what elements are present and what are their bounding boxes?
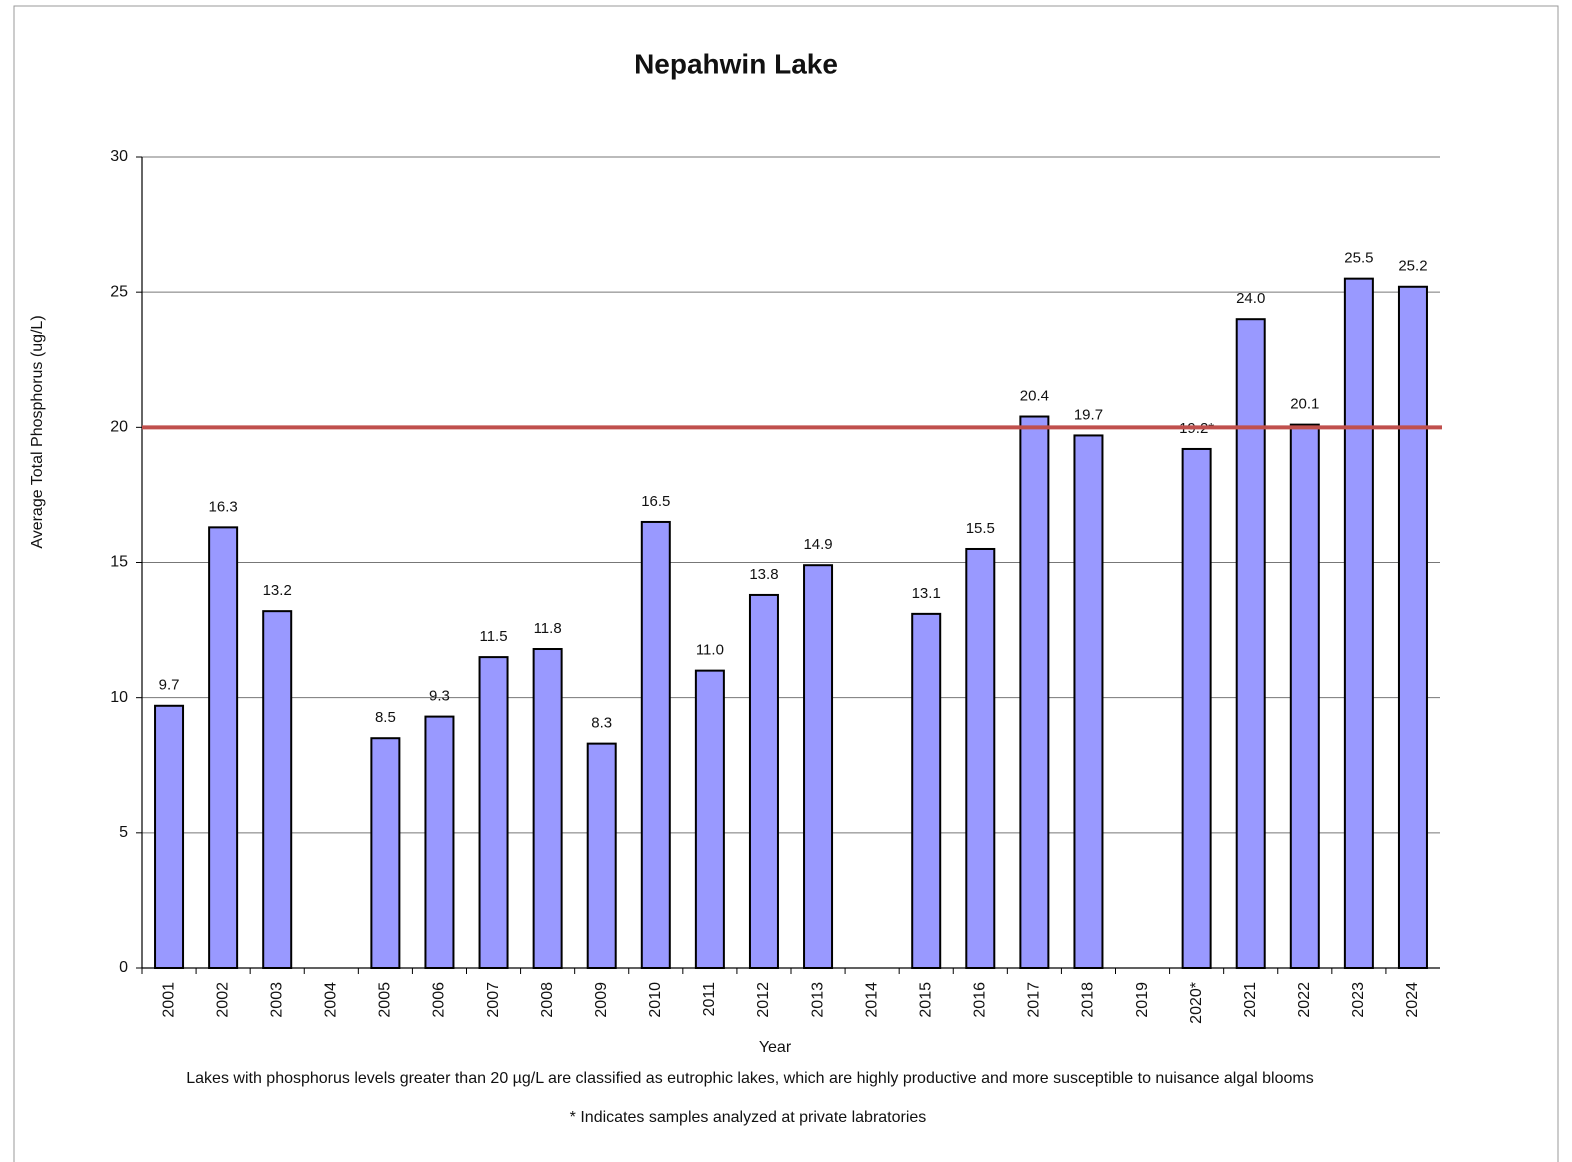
y-tick-label: 5 — [119, 824, 128, 841]
chart-frame — [13, 5, 1559, 1162]
data-label: 11.0 — [696, 642, 724, 659]
bar — [1397, 285, 1428, 969]
x-tick-label: 2016 — [972, 982, 989, 1018]
data-label: 8.5 — [375, 709, 396, 726]
annotation: * Indicates samples analyzed at private … — [570, 1109, 927, 1126]
y-tick-label: 20 — [110, 419, 128, 436]
bar — [532, 648, 563, 969]
data-label: 13.2 — [263, 582, 292, 599]
x-tick-label: 2004 — [323, 982, 340, 1018]
y-tick-label: 0 — [119, 959, 128, 976]
x-tick-label: 2022 — [1296, 982, 1313, 1018]
bar — [370, 737, 401, 970]
data-label: 20.1 — [1290, 396, 1319, 413]
bar — [1073, 434, 1104, 969]
x-tick-label: 2020* — [1188, 982, 1205, 1024]
x-tick-label: 2009 — [593, 982, 610, 1018]
x-tick-label: 2007 — [485, 982, 502, 1018]
data-label: 19.7 — [1074, 406, 1103, 423]
x-tick-label: 2011 — [701, 982, 718, 1017]
bar — [803, 564, 834, 969]
y-axis-label: Average Total Phosphorus (ug/L) — [29, 315, 46, 548]
bar — [424, 715, 455, 970]
data-label: 13.1 — [912, 585, 941, 602]
x-tick-label: 2014 — [863, 982, 880, 1018]
data-label: 9.7 — [159, 677, 180, 694]
x-tick-label: 2012 — [755, 982, 772, 1018]
data-label: 8.3 — [591, 715, 612, 732]
bar — [748, 593, 779, 969]
data-label: 13.8 — [749, 566, 778, 583]
data-label: 25.2 — [1398, 258, 1427, 275]
bar — [262, 610, 293, 969]
data-label: 11.5 — [479, 628, 507, 645]
x-tick-label: 2023 — [1350, 982, 1367, 1018]
x-tick-label: 2005 — [377, 982, 394, 1018]
bar — [586, 742, 617, 970]
x-tick-label: 2024 — [1404, 982, 1421, 1018]
bar — [1181, 447, 1212, 969]
x-tick-label: 2001 — [160, 982, 177, 1018]
data-label: 11.8 — [534, 620, 562, 637]
annotation: Lakes with phosphorus levels greater tha… — [186, 1070, 1313, 1087]
bar — [154, 704, 185, 969]
data-label: 24.0 — [1236, 290, 1265, 307]
x-axis-label: Year — [759, 1039, 792, 1056]
x-tick-label: 2018 — [1080, 982, 1097, 1018]
bar — [1235, 318, 1266, 969]
bar — [965, 547, 996, 969]
x-tick-label: 2021 — [1242, 982, 1259, 1018]
bar — [208, 526, 239, 970]
x-tick-label: 2015 — [917, 982, 934, 1018]
data-label: 16.3 — [209, 498, 238, 515]
bar — [1343, 277, 1374, 969]
x-tick-label: 2002 — [214, 982, 231, 1018]
x-tick-label: 2017 — [1026, 982, 1043, 1018]
bar — [694, 669, 725, 970]
x-tick-label: 2003 — [268, 982, 285, 1018]
data-label: 20.4 — [1020, 387, 1049, 404]
y-tick-label: 10 — [110, 689, 128, 706]
data-label: 15.5 — [966, 520, 995, 537]
data-label: 14.9 — [803, 536, 832, 553]
y-tick-label: 15 — [110, 554, 128, 571]
bar — [911, 612, 942, 969]
x-tick-label: 2013 — [809, 982, 826, 1018]
data-label: 16.5 — [641, 493, 670, 510]
x-tick-label: 2006 — [431, 982, 448, 1018]
bar — [1289, 423, 1320, 969]
x-tick-label: 2019 — [1134, 982, 1151, 1018]
x-tick-label: 2010 — [647, 982, 664, 1018]
x-tick-label: 2008 — [539, 982, 556, 1018]
y-tick-label: 25 — [110, 283, 128, 300]
data-label: 25.5 — [1344, 250, 1373, 267]
y-tick-label: 30 — [110, 148, 128, 165]
bar — [1019, 415, 1050, 969]
data-label: 9.3 — [429, 688, 450, 705]
chart-title: Nepahwin Lake — [634, 48, 838, 79]
bar — [640, 520, 671, 969]
bar — [478, 656, 509, 969]
